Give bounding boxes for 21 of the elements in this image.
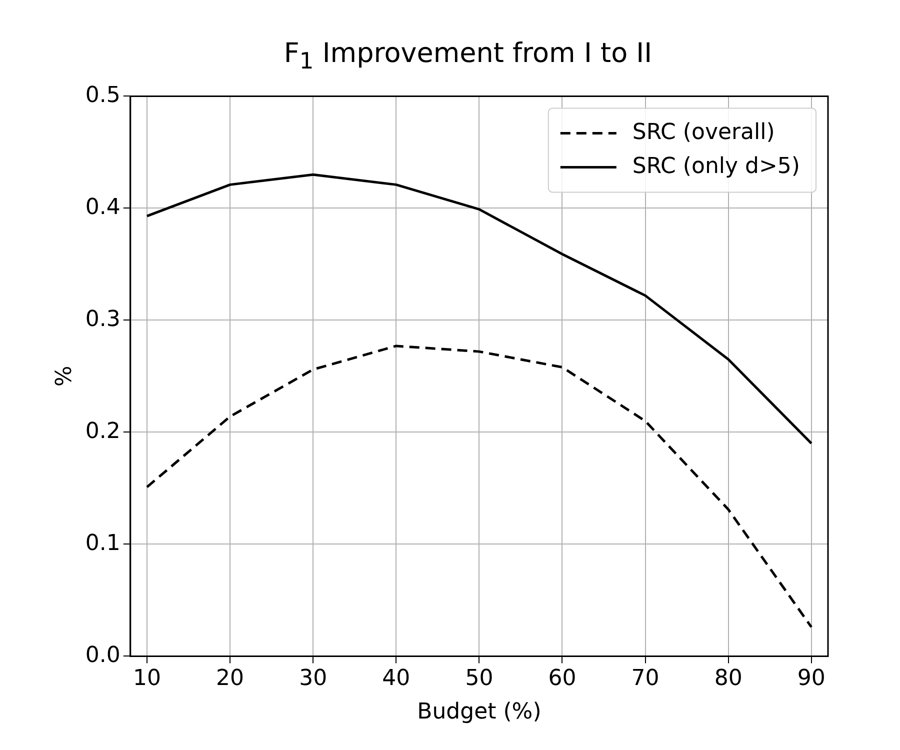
x-tick-label: 90 bbox=[797, 666, 826, 692]
x-tick-label: 30 bbox=[299, 666, 328, 692]
y-tick-label: 0.3 bbox=[85, 307, 120, 332]
x-tick-label: 70 bbox=[631, 666, 660, 692]
line-series bbox=[146, 345, 813, 629]
x-axis-title: Budget (%) bbox=[417, 700, 542, 725]
y-tick-label: 0.0 bbox=[85, 643, 120, 668]
x-tick-label: 80 bbox=[714, 666, 742, 692]
y-tick-label: 0.5 bbox=[85, 83, 120, 108]
legend-label: SRC (only d>5) bbox=[632, 154, 800, 180]
x-tick-label: 10 bbox=[132, 666, 161, 692]
x-tick-label: 60 bbox=[548, 666, 576, 692]
y-tick-label: 0.2 bbox=[85, 419, 120, 444]
x-tick-label: 20 bbox=[216, 666, 244, 692]
y-tick-label: 0.1 bbox=[85, 531, 120, 556]
chart-title: F$_{1}$ Improvement from I to II bbox=[282, 37, 654, 76]
y-tick-label: 0.4 bbox=[85, 195, 120, 220]
y-axis-title: % bbox=[52, 366, 77, 388]
legend-label: SRC (overall) bbox=[632, 120, 775, 146]
x-tick-label: 40 bbox=[382, 666, 410, 692]
x-tick-label: 50 bbox=[465, 666, 494, 692]
